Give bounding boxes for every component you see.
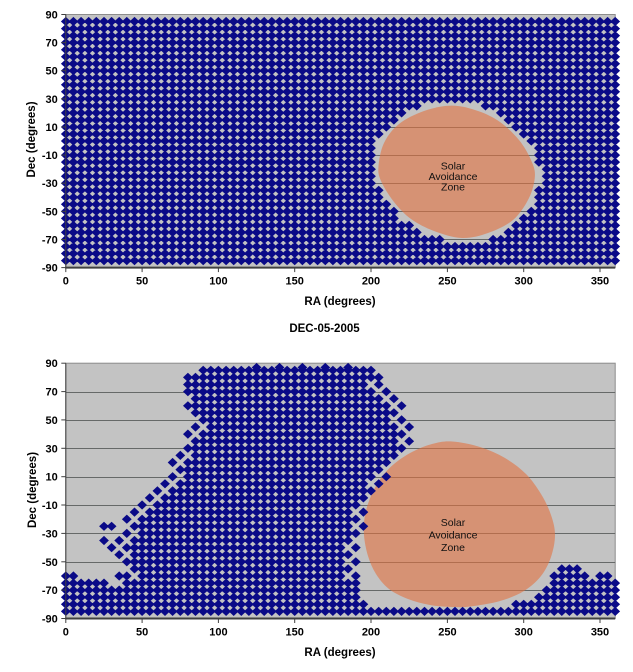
svg-text:30: 30 — [46, 94, 58, 106]
svg-text:RA (degrees): RA (degrees) — [304, 647, 375, 659]
svg-text:-50: -50 — [42, 557, 58, 569]
svg-text:300: 300 — [515, 276, 533, 288]
svg-text:-30: -30 — [42, 178, 58, 190]
svg-text:200: 200 — [362, 276, 380, 288]
svg-text:300: 300 — [515, 627, 533, 639]
svg-text:-10: -10 — [42, 500, 58, 512]
svg-text:Solar: Solar — [441, 517, 466, 529]
svg-text:100: 100 — [209, 276, 227, 288]
svg-text:10: 10 — [46, 472, 58, 484]
svg-text:50: 50 — [46, 415, 58, 427]
svg-text:Avoidance: Avoidance — [429, 171, 478, 183]
svg-text:250: 250 — [438, 627, 456, 639]
svg-text:30: 30 — [46, 443, 58, 455]
svg-text:Dec (degrees): Dec (degrees) — [27, 452, 39, 528]
svg-text:-70: -70 — [42, 585, 58, 597]
svg-text:-30: -30 — [42, 528, 58, 540]
svg-text:50: 50 — [136, 627, 148, 639]
svg-text:Avoidance: Avoidance — [429, 530, 478, 542]
svg-text:350: 350 — [591, 627, 609, 639]
svg-text:RA (degrees): RA (degrees) — [304, 296, 375, 308]
svg-text:Zone: Zone — [441, 542, 465, 554]
svg-text:200: 200 — [362, 627, 380, 639]
svg-text:100: 100 — [209, 627, 227, 639]
svg-text:150: 150 — [286, 276, 304, 288]
svg-text:90: 90 — [46, 10, 58, 22]
svg-text:0: 0 — [63, 627, 69, 639]
svg-text:150: 150 — [286, 627, 304, 639]
svg-text:50: 50 — [136, 276, 148, 288]
svg-text:0: 0 — [63, 276, 69, 288]
svg-text:70: 70 — [46, 387, 58, 399]
svg-text:70: 70 — [46, 38, 58, 50]
svg-text:250: 250 — [438, 276, 456, 288]
svg-text:10: 10 — [46, 122, 58, 134]
svg-text:-70: -70 — [42, 235, 58, 247]
svg-text:Zone: Zone — [441, 181, 465, 193]
svg-text:-90: -90 — [42, 263, 58, 275]
svg-text:350: 350 — [591, 276, 609, 288]
svg-text:-90: -90 — [42, 614, 58, 626]
svg-text:90: 90 — [46, 358, 58, 370]
svg-text:Solar: Solar — [441, 161, 466, 173]
svg-text:50: 50 — [46, 66, 58, 78]
svg-text:-10: -10 — [42, 150, 58, 162]
svg-text:Dec (degrees): Dec (degrees) — [26, 101, 38, 177]
svg-text:-50: -50 — [42, 206, 58, 218]
